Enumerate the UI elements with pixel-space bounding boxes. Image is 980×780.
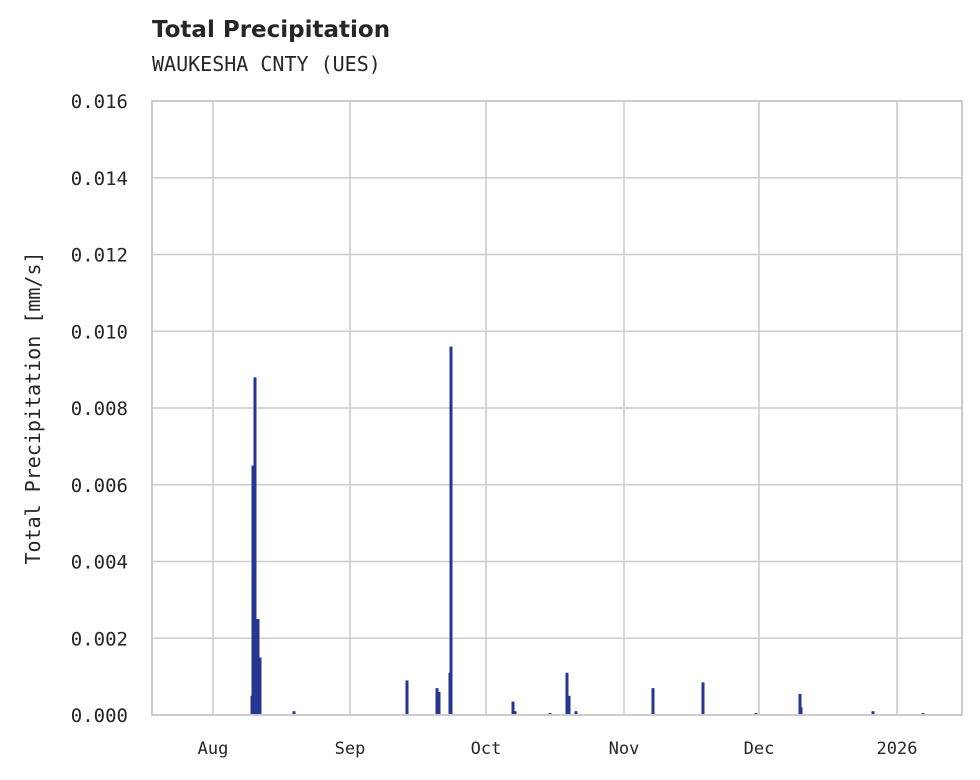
y-axis-ticks: 0.000 0.002 0.004 0.006 0.008 0.010 0.012 0.014…: [71, 91, 128, 727]
y-tick-label: 0.006: [71, 475, 128, 497]
y-tick-label: 0.004: [71, 552, 128, 574]
x-tick-label: Oct: [471, 739, 502, 759]
precipitation-bar: [565, 672, 569, 715]
x-axis-ticks: Aug Sep Oct Nov Dec 2026: [198, 739, 918, 759]
precipitation-bar: [567, 695, 571, 715]
precipitation-bar: [258, 657, 262, 715]
precipitation-bars: [250, 346, 925, 715]
precipitation-bar: [799, 707, 803, 715]
precipitation-bar: [292, 711, 296, 715]
chart-subtitle: WAUKESHA CNTY (UES): [152, 52, 381, 76]
x-tick-label: Nov: [609, 739, 640, 759]
precipitation-bar: [250, 695, 254, 715]
x-tick-label: 2026: [877, 739, 918, 759]
y-tick-label: 0.014: [71, 168, 128, 190]
precipitation-bar: [513, 711, 517, 715]
precipitation-bar: [871, 711, 875, 715]
gridlines: [152, 100, 962, 716]
x-tick-label: Sep: [335, 739, 366, 759]
y-tick-label: 0.016: [71, 91, 128, 113]
chart-title: Total Precipitation: [152, 17, 391, 43]
precipitation-bar: [256, 619, 260, 715]
y-tick-label: 0.012: [71, 245, 128, 267]
precipitation-bar: [651, 688, 655, 715]
y-tick-label: 0.010: [71, 321, 128, 343]
precipitation-bar: [251, 465, 255, 715]
y-tick-label: 0.002: [71, 628, 128, 650]
precipitation-bar: [701, 682, 705, 715]
precipitation-bar: [449, 346, 453, 715]
precipitation-bar: [448, 672, 452, 715]
y-tick-label: 0.000: [71, 705, 128, 727]
x-tick-label: Aug: [198, 739, 229, 759]
precipitation-bar: [405, 680, 409, 715]
x-tick-label: Dec: [744, 739, 775, 759]
y-tick-label: 0.008: [71, 398, 128, 420]
precipitation-bar: [437, 691, 441, 715]
precipitation-bar: [253, 377, 257, 715]
precipitation-bar: [798, 693, 802, 715]
precipitation-bar: [574, 711, 578, 715]
precipitation-bar: [254, 668, 258, 715]
plot-frame: [151, 100, 963, 716]
precipitation-bar: [511, 701, 515, 715]
precipitation-bar: [435, 688, 439, 715]
